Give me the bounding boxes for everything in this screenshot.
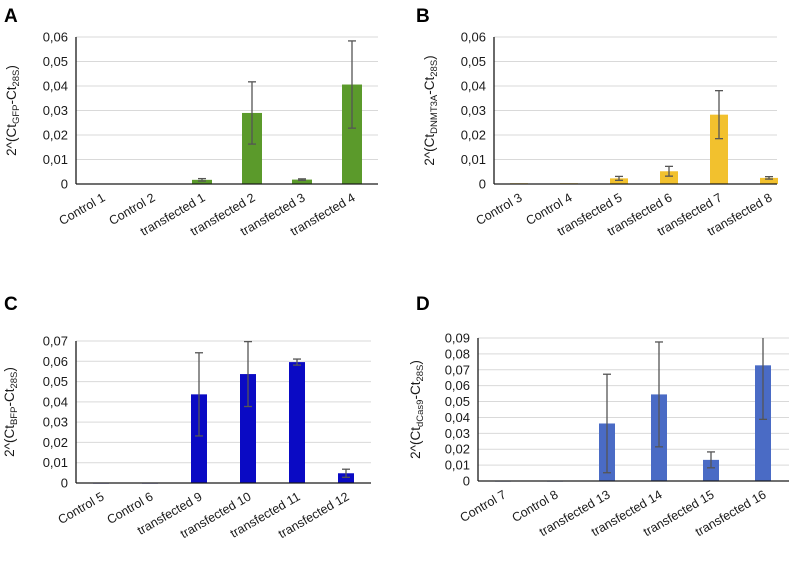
y-axis-label-part: ) (408, 360, 423, 365)
error-bar (615, 175, 623, 181)
y-tick-label: 0,01 (461, 152, 486, 167)
y-tick-label: 0,06 (43, 354, 68, 369)
y-tick-label: 0,05 (43, 54, 68, 69)
y-axis-label: 2^(CtBFP-Ct28S) (2, 367, 20, 457)
error-bar (603, 373, 611, 474)
y-tick-label: 0,09 (445, 331, 470, 346)
y-tick-label: 0,03 (43, 103, 68, 118)
bar (292, 179, 312, 184)
bar (338, 473, 354, 483)
y-axis-label-part: -Ct (408, 381, 423, 399)
bar (710, 114, 728, 184)
y-axis-label-part: 2^(Ct (422, 134, 437, 166)
bar (703, 459, 719, 481)
y-tick-label: 0,01 (43, 455, 68, 470)
y-axis-label: 2^(CtDNMT3A-Ct28S) (422, 55, 440, 165)
y-tick-label: 0,04 (43, 394, 68, 409)
y-tick-label: 0,08 (445, 346, 470, 361)
y-tick-label: 0,02 (43, 435, 68, 450)
x-tick-label: Control 7 (458, 487, 509, 525)
y-tick-label: 0,02 (43, 128, 68, 143)
error-bar (298, 178, 306, 181)
error-bar (665, 165, 673, 177)
y-axis-label-part: -Ct (422, 77, 437, 95)
bar (192, 179, 212, 184)
bar (342, 84, 362, 184)
y-axis-label-subscript: 28S (9, 372, 20, 389)
y-axis-label-part: -Ct (2, 388, 17, 406)
y-axis-label-subscript: BFP (9, 407, 20, 425)
x-tick-label: Control 5 (56, 489, 107, 527)
y-tick-label: 0,06 (461, 30, 486, 45)
y-axis-label: 2^(CtdCas9-Ct28S) (408, 360, 426, 459)
y-tick-label: 0,05 (461, 54, 486, 69)
error-bar (293, 358, 301, 366)
bar (289, 362, 305, 483)
y-tick-label: 0 (479, 177, 486, 192)
y-axis-label-part: 2^(Ct (408, 427, 423, 459)
error-bar (759, 338, 767, 421)
panel-letter: A (4, 6, 18, 27)
y-axis-label-subscript: dCas9 (415, 400, 426, 427)
x-tick-label: Control 1 (57, 190, 108, 228)
y-axis-label-part: 2^(Ct (2, 425, 17, 457)
bar (240, 374, 256, 483)
y-axis-label-subscript: 28S (415, 365, 426, 382)
y-tick-label: 0,04 (445, 410, 470, 425)
y-tick-label: 0,07 (445, 362, 470, 377)
error-bar (655, 341, 663, 448)
y-tick-label: 0 (61, 177, 68, 192)
y-tick-label: 0,05 (43, 374, 68, 389)
y-tick-label: 0,06 (445, 378, 470, 393)
y-tick-label: 0,01 (445, 458, 470, 473)
panel-letter: C (4, 294, 18, 315)
y-tick-label: 0,04 (43, 79, 68, 94)
error-bar (765, 175, 773, 180)
y-tick-label: 0,07 (43, 334, 68, 349)
error-bar (248, 81, 256, 145)
y-axis-label-part: 2^(Ct (4, 124, 19, 156)
y-axis-label: 2^(CtGFP-Ct28S) (4, 65, 22, 156)
bar (660, 171, 678, 184)
y-tick-label: 0,06 (43, 30, 68, 45)
y-axis-label-part: ) (422, 55, 437, 60)
y-axis-label-subscript: 28S (11, 70, 22, 87)
bar (760, 177, 778, 184)
y-axis-label-subscript: GFP (11, 105, 22, 125)
y-tick-label: 0,03 (461, 103, 486, 118)
bar (242, 112, 262, 184)
y-tick-label: 0,03 (445, 426, 470, 441)
panel-letter: B (416, 6, 430, 27)
y-axis-label-part: ) (2, 367, 17, 372)
chart-panel-D: D 00,010,020,030,040,050,060,070,080,09 Co… (408, 294, 789, 539)
y-axis-label-part: -Ct (4, 86, 19, 104)
y-tick-label: 0,02 (461, 128, 486, 143)
bar (191, 394, 207, 483)
y-tick-label: 0,01 (43, 152, 68, 167)
error-bar (244, 340, 252, 408)
x-tick-label: Control 3 (474, 190, 525, 228)
error-bar (342, 468, 350, 478)
y-tick-label: 0,03 (43, 415, 68, 430)
y-tick-label: 0,05 (445, 394, 470, 409)
error-bar (707, 451, 715, 469)
error-bar (198, 177, 206, 182)
y-axis-label-subscript: 28S (429, 60, 440, 77)
bar (610, 178, 628, 184)
panel-letter: D (416, 294, 430, 315)
error-bar (195, 352, 203, 437)
y-tick-label: 0 (61, 476, 68, 491)
error-bar (715, 90, 723, 140)
error-bar (348, 40, 356, 129)
y-tick-label: 0 (463, 474, 470, 489)
bar (755, 365, 771, 481)
y-tick-label: 0,04 (461, 79, 486, 94)
y-axis-label-subscript: DNMT3A (429, 94, 440, 134)
y-tick-label: 0,02 (445, 442, 470, 457)
y-axis-label-part: ) (4, 65, 19, 70)
